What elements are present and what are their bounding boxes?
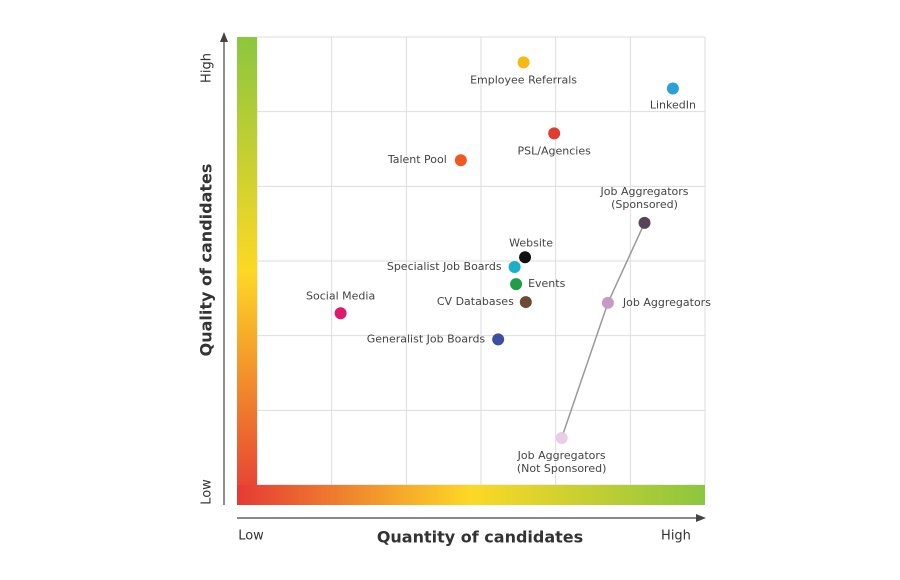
point — [508, 260, 521, 273]
y-axis-title: Quality of candidates — [197, 164, 216, 357]
point-label: Social Media — [306, 289, 375, 302]
y-low: Low — [200, 479, 215, 505]
point-label: CV Databases — [437, 295, 514, 308]
point-label: Generalist Job Boards — [367, 332, 486, 345]
point — [519, 251, 532, 264]
point-label: LinkedIn — [650, 99, 696, 112]
point — [517, 56, 530, 69]
point-label: Website — [509, 236, 553, 249]
x-axis-title: Quantity of candidates — [377, 528, 583, 547]
point-label: Events — [528, 277, 566, 290]
point — [519, 296, 532, 309]
x-arrowhead — [696, 514, 706, 522]
point-label: Employee Referrals — [470, 73, 577, 86]
point-label: Job Aggregators — [600, 185, 689, 198]
y-arrowhead — [220, 32, 228, 42]
point — [638, 216, 651, 229]
point — [334, 307, 347, 320]
x-high: High — [661, 529, 691, 544]
point — [510, 278, 523, 291]
x-gradient-bar — [237, 485, 705, 505]
y-high: High — [200, 53, 215, 83]
point-label: Talent Pool — [387, 153, 447, 166]
point-label: Job Aggregators — [517, 449, 606, 462]
point-label: Specialist Job Boards — [387, 260, 502, 273]
point — [601, 296, 614, 309]
point — [454, 154, 467, 167]
point — [666, 82, 679, 95]
y-gradient-bar — [237, 37, 257, 505]
grid — [256, 36, 706, 486]
point-label: (Sponsored) — [611, 198, 678, 211]
point-label: PSL/Agencies — [518, 144, 592, 157]
point-label: Job Aggregators — [622, 296, 711, 309]
point — [492, 333, 505, 346]
point — [548, 127, 561, 140]
connector-line — [560, 222, 646, 439]
point — [555, 431, 568, 444]
point-label: (Not Sponsored) — [517, 462, 607, 475]
x-low: Low — [238, 529, 264, 544]
